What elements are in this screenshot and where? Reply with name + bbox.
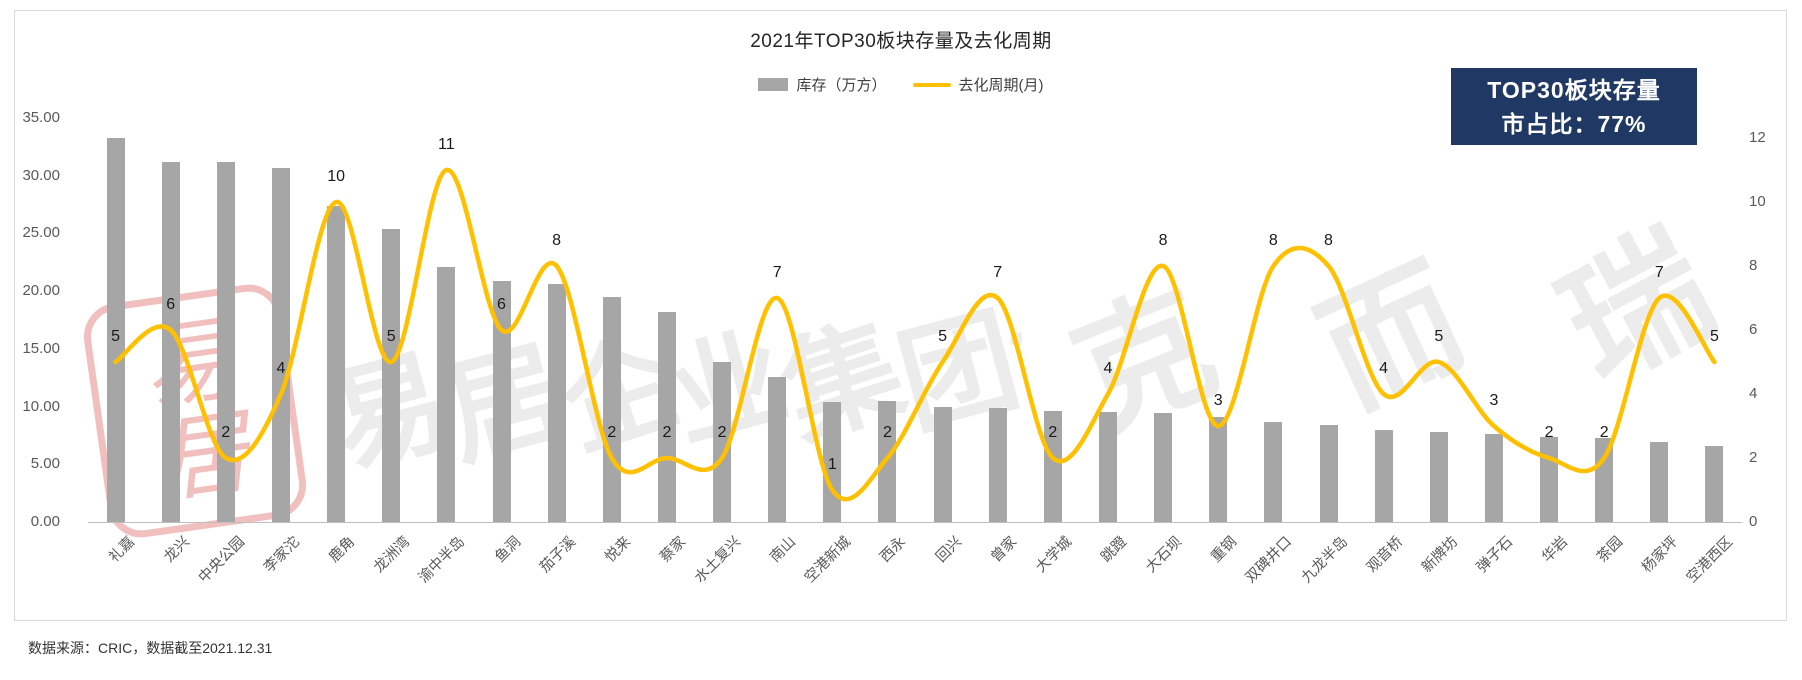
bar: [1429, 431, 1448, 522]
y-axis-tick-left: 20.00: [22, 282, 60, 300]
market-share-badge: TOP30板块存量 市占比：77%: [1451, 68, 1697, 145]
bar: [657, 311, 676, 522]
bar: [216, 161, 235, 522]
bar: [1374, 429, 1393, 522]
bar: [1319, 425, 1338, 522]
y-axis-tick-left: 15.00: [22, 339, 60, 357]
line-data-label: 5: [111, 328, 121, 345]
bar: [1650, 442, 1669, 522]
line-data-label: 2: [882, 424, 892, 441]
bar: [713, 361, 732, 522]
bar: [1484, 434, 1503, 522]
line-data-label: 5: [386, 328, 396, 345]
y-axis-tick-right: 12: [1749, 129, 1766, 146]
bar: [768, 376, 787, 522]
bar-swatch-icon: [758, 78, 789, 91]
y-axis-tick-left: 10.00: [22, 397, 60, 415]
bar: [1043, 411, 1062, 522]
bar: [1098, 412, 1117, 522]
y-axis-tick-right: 6: [1749, 321, 1758, 338]
bar: [1595, 437, 1614, 522]
bar: [1264, 421, 1283, 522]
line-data-label: 5: [938, 328, 948, 345]
bar: [492, 280, 511, 522]
legend-label-cycle: 去化周期(月): [958, 77, 1044, 94]
x-axis-line: [88, 522, 1742, 523]
line-data-label: 8: [1268, 232, 1278, 249]
legend-item-inventory: 库存（万方）: [758, 74, 887, 95]
badge-line1: TOP30板块存量: [1487, 76, 1661, 103]
line-data-label: 7: [993, 264, 1003, 281]
y-axis-tick-left: 5.00: [30, 455, 60, 473]
line-data-label: 11: [438, 136, 455, 153]
bar: [382, 228, 401, 522]
line-data-label: 8: [1324, 232, 1333, 249]
line-data-label: 6: [497, 296, 506, 313]
source-note: 数据来源：CRIC，数据截至2021.12.31: [28, 640, 273, 656]
y-axis-tick-right: 10: [1749, 193, 1766, 210]
bar: [933, 406, 952, 522]
bar: [1154, 413, 1173, 522]
line-swatch-icon: [912, 82, 951, 87]
line-data-label: 2: [1599, 424, 1609, 441]
line-data-label: 2: [717, 424, 727, 441]
bar: [327, 205, 346, 522]
y-axis-tick-right: 4: [1749, 385, 1758, 402]
line-data-label: 3: [1213, 392, 1223, 409]
line-data-label: 1: [827, 456, 837, 473]
bar: [547, 284, 566, 522]
line-data-label: 2: [607, 424, 617, 441]
bar: [1705, 445, 1724, 522]
bar: [106, 137, 125, 522]
bar: [988, 407, 1007, 522]
line-data-label: 2: [1048, 424, 1058, 441]
line-data-label: 7: [772, 264, 782, 281]
line-data-label: 5: [1709, 328, 1719, 345]
legend-item-cycle: 去化周期(月): [912, 74, 1044, 95]
line-data-label: 10: [327, 168, 345, 185]
legend-label-inventory: 库存（万方）: [796, 77, 887, 94]
bar: [437, 266, 456, 522]
y-axis-tick-left: 0.00: [30, 513, 60, 530]
bar: [823, 401, 842, 522]
badge-line2: 市占比：77%: [1501, 110, 1647, 137]
line-data-label: 3: [1489, 392, 1499, 409]
chart-title: 2021年TOP30板块存量及去化周期: [750, 31, 1052, 52]
line-data-label: 2: [221, 424, 231, 441]
line-data-label: 4: [1103, 360, 1113, 377]
bar: [161, 161, 180, 522]
chart-border: [14, 10, 1787, 621]
cycle-line-path: [113, 167, 1717, 502]
line-data-label: 7: [1654, 264, 1664, 281]
legend: 库存（万方） 去化周期(月): [0, 74, 1802, 95]
bar: [1209, 416, 1228, 522]
line-data-label: 2: [662, 424, 672, 441]
bar: [271, 167, 290, 522]
line-data-label: 4: [1379, 360, 1389, 377]
y-axis-tick-left: 35.00: [22, 109, 60, 126]
line-data-label: 6: [166, 296, 176, 313]
line-data-label: 4: [276, 360, 286, 377]
y-axis-tick-right: 8: [1749, 257, 1758, 274]
y-axis-tick-left: 25.00: [22, 224, 60, 242]
line-data-label: 5: [1434, 328, 1444, 345]
y-axis-tick-right: 2: [1749, 449, 1758, 466]
y-axis-tick-right: 0: [1749, 513, 1758, 530]
line-data-label: 2: [1544, 424, 1554, 441]
line-data-label: 8: [1158, 232, 1168, 249]
y-axis-tick-left: 30.00: [22, 166, 60, 184]
watermark-char: ·: [1005, 293, 1032, 382]
line-data-label: 8: [552, 232, 562, 249]
